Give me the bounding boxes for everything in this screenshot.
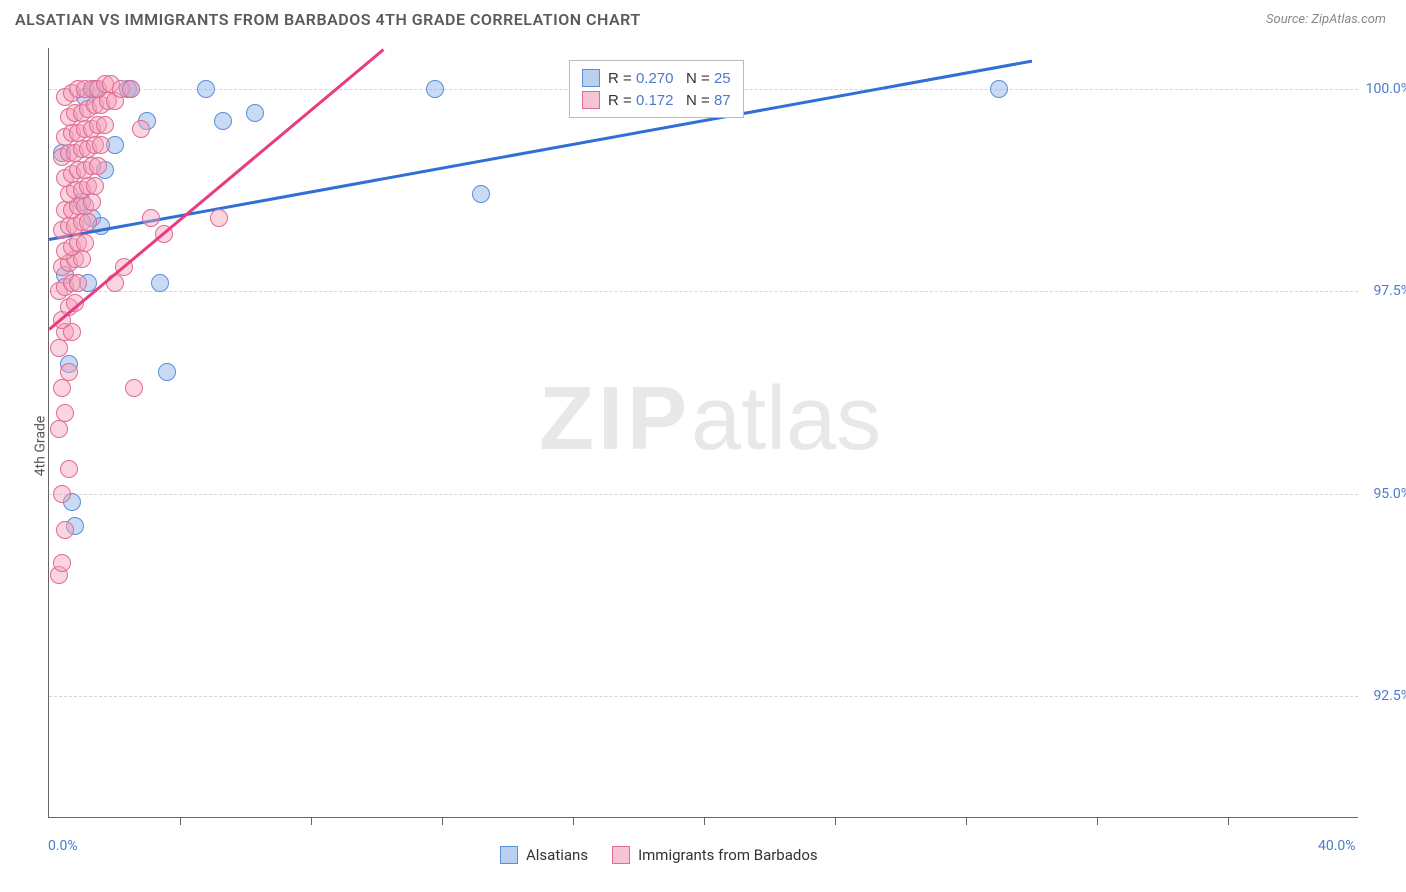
plot-area: ZIPatlas R = 0.270 N = 25 R = 0.172 N = 8… [48, 48, 1358, 818]
stats-text: R = 0.270 N = 25 [608, 70, 731, 87]
data-point [53, 554, 71, 572]
gridline [49, 291, 1358, 292]
legend-swatch [612, 846, 630, 864]
y-tick-label: 95.0% [1356, 486, 1406, 502]
data-point [69, 274, 87, 292]
x-tick-label: 40.0% [1318, 838, 1356, 854]
data-point [56, 521, 74, 539]
x-tick-mark [1097, 817, 1098, 825]
data-point [132, 120, 150, 138]
y-axis-label: 4th Grade [32, 416, 48, 477]
data-point [89, 157, 107, 175]
data-point [122, 80, 140, 98]
stats-row: R = 0.172 N = 87 [582, 89, 731, 111]
data-point [142, 209, 160, 227]
chart-header: ALSATIAN VS IMMIGRANTS FROM BARBADOS 4TH… [0, 0, 1406, 37]
data-point [151, 274, 169, 292]
y-tick-label: 92.5% [1356, 688, 1406, 704]
x-tick-mark [442, 817, 443, 825]
data-point [56, 404, 74, 422]
gridline [49, 494, 1358, 495]
data-point [125, 379, 143, 397]
x-tick-mark [573, 817, 574, 825]
stats-text: R = 0.172 N = 87 [608, 92, 731, 109]
x-tick-mark [704, 817, 705, 825]
x-tick-mark [966, 817, 967, 825]
y-tick-label: 97.5% [1356, 283, 1406, 299]
legend-swatch [582, 91, 600, 109]
data-point [158, 363, 176, 381]
data-point [53, 379, 71, 397]
data-point [53, 485, 71, 503]
data-point [60, 460, 78, 478]
x-tick-label: 0.0% [48, 838, 78, 854]
gridline [49, 696, 1358, 697]
stats-legend: R = 0.270 N = 25 R = 0.172 N = 87 [569, 60, 744, 118]
data-point [990, 80, 1008, 98]
data-point [472, 185, 490, 203]
x-tick-mark [311, 817, 312, 825]
data-point [96, 116, 114, 134]
legend-item: Immigrants from Barbados [612, 846, 818, 864]
data-point [76, 234, 94, 252]
data-point [86, 177, 104, 195]
data-point [92, 136, 110, 154]
data-point [214, 112, 232, 130]
legend-bottom: Alsatians Immigrants from Barbados [500, 846, 818, 864]
data-point [50, 420, 68, 438]
data-point [197, 80, 215, 98]
data-point [426, 80, 444, 98]
watermark: ZIPatlas [539, 368, 881, 471]
legend-swatch [500, 846, 518, 864]
stats-row: R = 0.270 N = 25 [582, 67, 731, 89]
x-tick-mark [1228, 817, 1229, 825]
data-point [210, 209, 228, 227]
chart-source: Source: ZipAtlas.com [1266, 12, 1386, 27]
data-point [60, 363, 78, 381]
legend-label: Alsatians [526, 846, 588, 864]
legend-label: Immigrants from Barbados [638, 846, 818, 864]
y-tick-label: 100.0% [1356, 81, 1406, 97]
data-point [79, 213, 97, 231]
x-tick-mark [180, 817, 181, 825]
data-point [246, 104, 264, 122]
legend-swatch [582, 69, 600, 87]
legend-item: Alsatians [500, 846, 588, 864]
chart-title: ALSATIAN VS IMMIGRANTS FROM BARBADOS 4TH… [15, 10, 641, 29]
x-tick-mark [835, 817, 836, 825]
data-point [50, 339, 68, 357]
